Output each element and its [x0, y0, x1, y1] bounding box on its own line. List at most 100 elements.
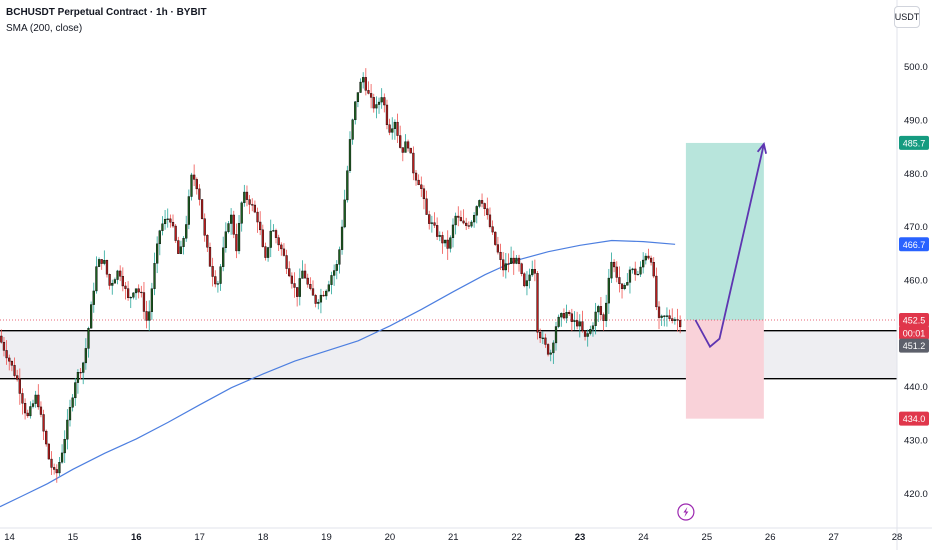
- candle-body: [446, 239, 449, 249]
- candle-body: [602, 314, 605, 321]
- candle-body: [525, 280, 529, 287]
- candle-body: [472, 215, 476, 223]
- price-tick-label: 440.0: [904, 382, 928, 393]
- candle-body: [272, 230, 275, 232]
- candle-body: [568, 312, 571, 314]
- candle-body: [591, 325, 595, 330]
- candle-body: [0, 335, 3, 343]
- candle-body: [420, 184, 423, 189]
- time-tick-label: 24: [638, 532, 649, 543]
- target-zone: [685, 142, 764, 320]
- lightning-icon: [683, 507, 689, 517]
- candle-body: [475, 206, 478, 216]
- candle-body: [626, 282, 629, 286]
- candle-body: [599, 306, 603, 315]
- candle-body: [18, 379, 21, 394]
- candle-body: [583, 330, 587, 337]
- candle-body: [253, 204, 257, 213]
- candle-body: [42, 414, 45, 432]
- candle-body: [29, 406, 32, 417]
- sma-line: [0, 239, 676, 508]
- candle-body: [325, 290, 328, 297]
- candle-body: [443, 239, 447, 244]
- candle-body: [655, 275, 658, 308]
- candle-body: [462, 220, 465, 224]
- candle-body: [53, 467, 56, 470]
- candle-body: [203, 218, 206, 236]
- candle-body: [68, 407, 72, 421]
- candle-body: [385, 104, 389, 126]
- candle-body: [628, 269, 632, 283]
- candle-body: [140, 291, 143, 294]
- currency-button[interactable]: USDT: [894, 6, 920, 28]
- candle-body: [126, 288, 130, 298]
- time-tick-label: 20: [385, 532, 396, 543]
- candle-body: [377, 101, 381, 105]
- candle-body: [549, 352, 552, 355]
- candle-body: [129, 296, 132, 299]
- candle-body: [145, 311, 148, 321]
- price-tag-label: 451.2: [903, 341, 926, 351]
- candle-body: [351, 119, 354, 140]
- candle-body: [502, 259, 505, 271]
- candle-body: [560, 313, 563, 318]
- candle-body: [594, 311, 597, 326]
- candle-body: [5, 350, 8, 359]
- candle-body: [647, 255, 650, 259]
- candle-body: [422, 188, 426, 200]
- candle-body: [74, 382, 77, 399]
- candle-body: [79, 371, 82, 374]
- candle-body: [581, 321, 584, 331]
- candle-body: [335, 264, 338, 271]
- indicator-legend[interactable]: SMA (200, close): [6, 23, 83, 34]
- candle-body: [343, 199, 346, 228]
- candle-body: [396, 121, 399, 136]
- time-tick-label: 26: [765, 532, 776, 543]
- price-tick-label: 470.0: [904, 222, 928, 233]
- candle-body: [507, 263, 510, 265]
- candle-body: [517, 257, 521, 264]
- candle-body: [266, 247, 270, 258]
- candle-body: [665, 315, 669, 317]
- candle-body: [668, 315, 671, 319]
- candle-body: [504, 263, 507, 271]
- candle-body: [171, 221, 175, 227]
- candle-body: [309, 284, 312, 289]
- candle-body: [148, 311, 151, 321]
- candle-body: [177, 240, 180, 254]
- candle-body: [327, 284, 330, 292]
- candle-body: [454, 215, 457, 226]
- candle-body: [274, 230, 278, 238]
- candle-body: [269, 230, 272, 248]
- candle-body: [240, 202, 243, 224]
- candle-body: [679, 320, 682, 328]
- candle-body: [412, 152, 415, 174]
- price-tag-label: 466.7: [903, 240, 926, 250]
- candle-body: [520, 263, 523, 274]
- time-tick-label: 15: [68, 532, 79, 543]
- candle-body: [119, 270, 122, 277]
- candle-body: [565, 312, 568, 319]
- candle-body: [515, 257, 518, 264]
- candle-body: [298, 278, 301, 297]
- candle-body: [224, 231, 227, 249]
- candle-body: [533, 269, 536, 274]
- time-tick-label: 14: [4, 532, 15, 543]
- candle-body: [293, 283, 296, 288]
- price-tag-label: 00:01: [903, 328, 926, 338]
- candle-body: [597, 306, 600, 313]
- candle-body: [90, 304, 93, 329]
- candle-body: [554, 326, 558, 344]
- candle-body: [531, 269, 534, 276]
- candles: [0, 68, 682, 483]
- candle-body: [113, 279, 117, 284]
- candle-body: [359, 81, 362, 93]
- time-tick-label: 19: [321, 532, 332, 543]
- candle-body: [206, 235, 209, 248]
- candle-body: [182, 238, 185, 247]
- candle-body: [142, 292, 146, 312]
- candle-body: [317, 301, 320, 304]
- candle-body: [380, 97, 383, 103]
